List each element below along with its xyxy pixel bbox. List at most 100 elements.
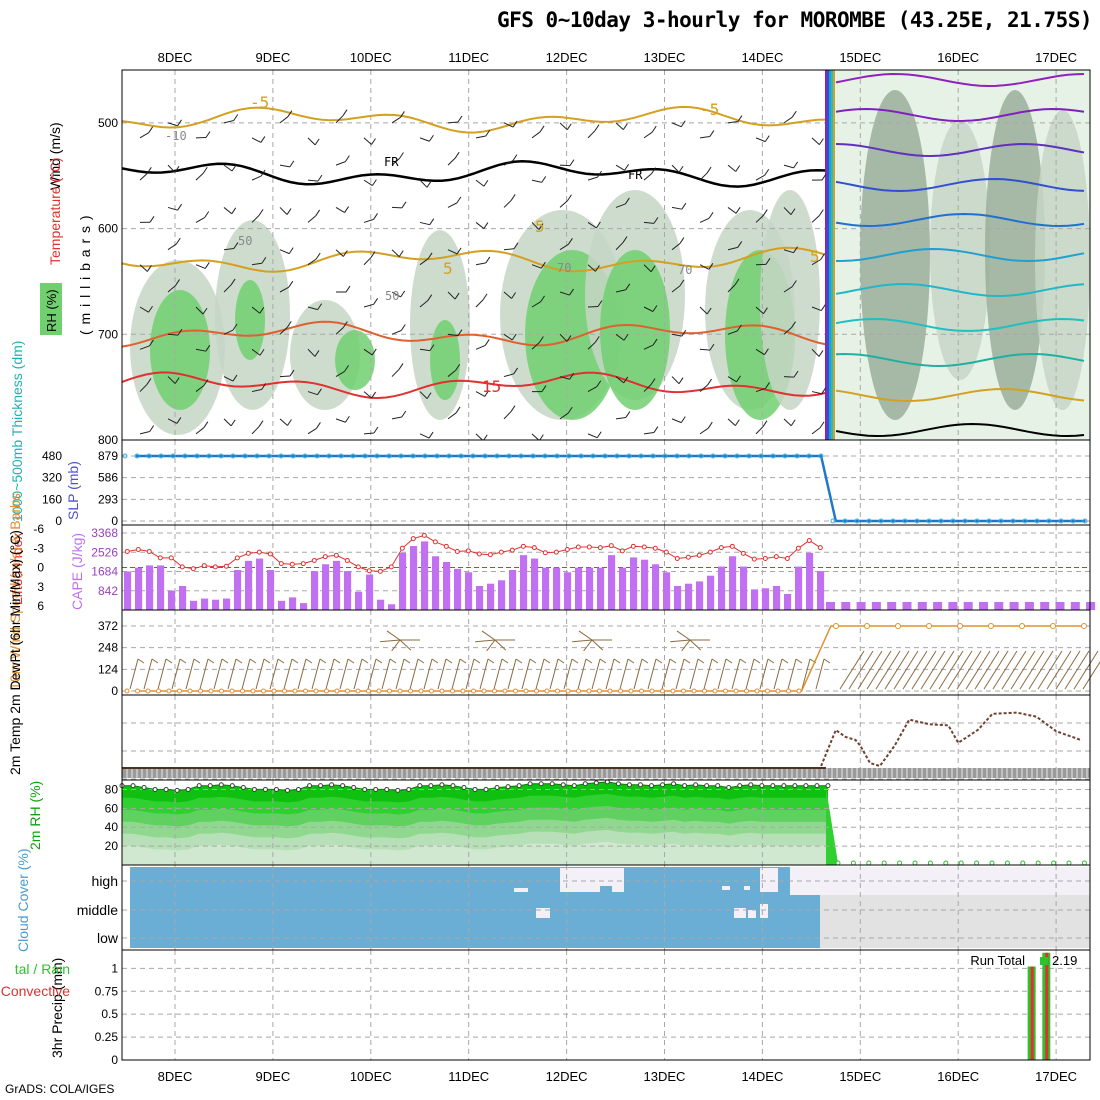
li-tick-label: 0: [37, 561, 44, 575]
day-label-bottom: 17DEC: [1035, 1069, 1077, 1084]
slp-marker: [602, 453, 608, 459]
wind-barb: [223, 376, 234, 382]
wind10-barb: [521, 658, 531, 690]
cloud-clear-patch: [722, 886, 730, 890]
wind-barb-flag: [371, 391, 377, 399]
wind-barb: [391, 291, 401, 298]
wind-barb-flag: [540, 261, 546, 269]
wind-barb-flag: [204, 262, 210, 269]
cape-bar: [179, 585, 187, 610]
lifted-index-axis-label: Lifted Index: [9, 533, 25, 605]
lifted-index-marker: [795, 545, 801, 551]
slp-marker: [134, 453, 140, 459]
day-label-bottom: 13DEC: [644, 1069, 686, 1084]
thickness-tick-label: 320: [42, 471, 62, 485]
run-total-label: Run Total: [970, 953, 1025, 968]
wind10-barb-flag: [739, 658, 747, 664]
wind-barb: [503, 160, 514, 166]
wind-barb: [195, 427, 205, 435]
rh-shading-region: [760, 190, 820, 410]
wind10-barb: [1082, 661, 1100, 690]
wind-barb: [811, 259, 821, 266]
li-tick-label: -3: [33, 541, 44, 555]
wind-barb-flag: [539, 125, 545, 133]
wind-barb-flag: [793, 161, 799, 169]
rh2m-marker: [1035, 860, 1041, 866]
wind10-barb-flag: [529, 658, 537, 664]
wind10-marker: [988, 623, 994, 629]
wind-barb-flag: [457, 329, 463, 336]
day-label-bottom: 11DEC: [448, 1069, 489, 1084]
wind-barb: [671, 206, 682, 210]
wind10-marker: [492, 688, 497, 694]
lifted-index-marker: [806, 538, 812, 544]
rh2m-marker: [251, 786, 257, 792]
wind10-marker: [387, 688, 392, 694]
wind-barb-flag: [174, 166, 180, 173]
wind10-barb: [938, 650, 964, 690]
wind10-marker: [303, 688, 308, 694]
slp-marker: [782, 453, 788, 459]
slp-marker: [206, 453, 212, 459]
wind10-barb: [297, 658, 307, 690]
rh-shading-region: [335, 330, 375, 390]
wind10-barb-flag: [557, 658, 565, 664]
wind10-marker: [418, 688, 424, 694]
wind-barb: [223, 120, 234, 124]
wind10-barb: [283, 658, 293, 690]
wind10-barb: [479, 658, 489, 690]
wind-barb: [447, 202, 458, 208]
wind-barb: [727, 376, 737, 383]
slp-tick-label: 586: [98, 471, 118, 485]
cloud-level-label: high: [92, 873, 118, 889]
wind-barb-flag: [202, 307, 208, 315]
wind-barb: [615, 164, 625, 171]
day-label-bottom: 16DEC: [937, 1069, 979, 1084]
wind10-marker: [628, 688, 634, 694]
slp-marker: [938, 518, 944, 524]
rh2m-marker: [615, 781, 621, 787]
wind10-marker: [576, 688, 581, 694]
thickness-tick-label: 0: [55, 514, 62, 528]
wind-barb: [251, 137, 262, 143]
wind10-barb-flag: [781, 658, 789, 664]
cape-bar: [223, 598, 231, 610]
wind10-barb: [866, 650, 892, 690]
wind-barb-flag: [401, 201, 407, 209]
cape-bar: [856, 602, 866, 610]
wind-barb: [615, 122, 624, 131]
contour-label: 5: [443, 259, 453, 278]
slp-marker: [302, 453, 308, 459]
rh2m-marker: [649, 783, 654, 789]
wind10-marker: [439, 688, 445, 694]
wind-barb-flag: [596, 380, 602, 388]
cape-bar: [498, 580, 506, 610]
wind-barb: [279, 164, 290, 168]
wind10-marker: [502, 688, 508, 694]
slp-marker: [290, 453, 296, 459]
slp-marker: [374, 453, 380, 459]
wind10-barb-flag: [431, 658, 439, 664]
wind-barb-flag: [259, 348, 265, 356]
wind-barb-flag: [344, 415, 350, 423]
cloud-clear-patch: [612, 868, 624, 892]
lifted-index-marker: [520, 543, 526, 549]
wind-barb-flag: [231, 207, 237, 215]
wind-barb: [391, 330, 402, 335]
slp-marker: [242, 453, 248, 459]
wind10-barb-burst: [380, 639, 401, 643]
wind-barb-flag: [709, 130, 715, 137]
precip-tick-label: 0.25: [95, 1030, 119, 1044]
wind10-marker: [957, 623, 963, 629]
wind-barb-flag: [429, 344, 435, 351]
cape-bar: [871, 602, 881, 610]
wind-barb: [727, 246, 738, 251]
rh2m-marker: [318, 783, 324, 789]
wind-barb-flag: [401, 410, 407, 418]
cape-bar: [784, 593, 792, 610]
wind-barb-flag: [735, 207, 741, 214]
wind-barb: [559, 243, 569, 251]
slp-marker: [902, 518, 908, 524]
rh2m-marker: [483, 786, 489, 792]
wind-barb-flag: [204, 211, 210, 218]
